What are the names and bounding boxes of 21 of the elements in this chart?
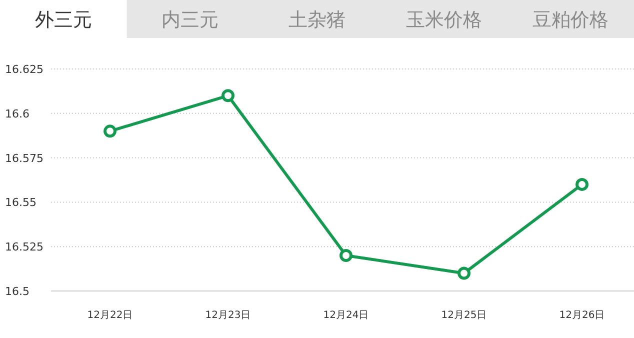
x-tick-label: 12月24日 [323,310,369,321]
point [576,178,588,191]
y-tick-label: 16.6 [5,107,30,120]
y-tick-label: 16.55 [5,196,36,210]
x-tick-label: 12月23日 [205,310,251,321]
point [222,89,234,102]
y-tick-label: 16.525 [5,240,44,254]
text: 豆粕价格 [532,9,609,31]
x-tick-label: 12月22日 [87,310,133,321]
x-tick-label: 12月26日 [559,310,605,321]
chart-title: 外三元 [34,9,92,31]
text: 玉米价格 [406,9,482,31]
point [104,124,116,138]
text: 内三元 [162,9,219,31]
text: 土杂猪 [288,9,346,31]
point [340,248,352,262]
y-tick-label: 16.5 [5,285,30,298]
point [458,266,470,280]
y-tick-label: 16.575 [5,152,44,165]
y-tick-label: 16.625 [5,63,44,76]
x-tick-label: 12月25日 [441,310,487,321]
